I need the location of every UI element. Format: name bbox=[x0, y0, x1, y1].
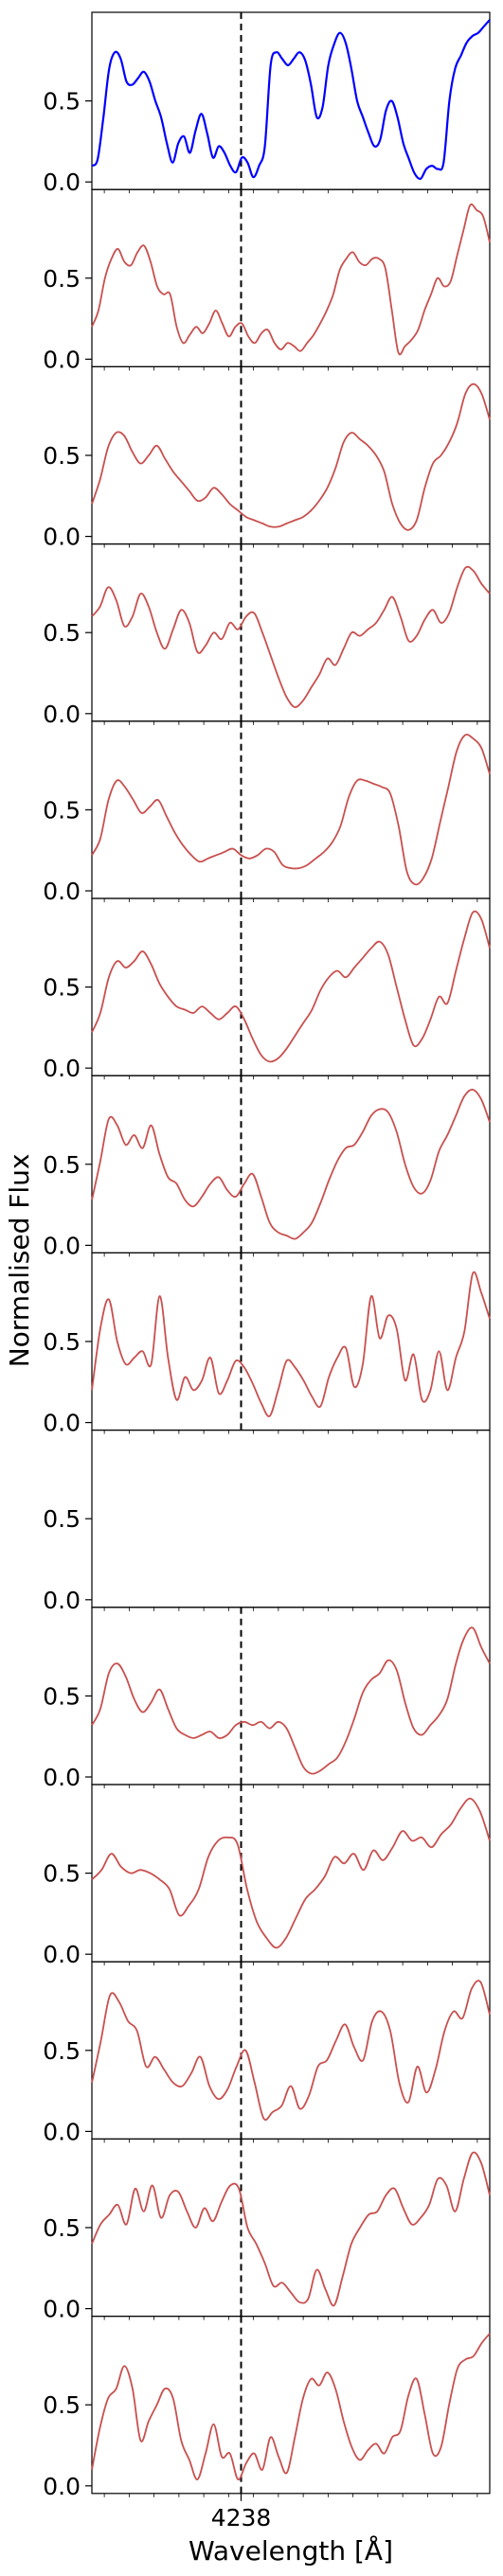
panel-frame bbox=[91, 365, 491, 545]
y-tick-label: 0.0 bbox=[43, 1410, 81, 1437]
panel-frame bbox=[91, 2316, 491, 2495]
panel-frame bbox=[91, 1961, 491, 2140]
panel-10: 0.0 0.5 bbox=[43, 1607, 491, 1791]
y-tick-label: 0.5 bbox=[43, 1505, 81, 1533]
spectrum-line bbox=[91, 1626, 491, 1775]
y-tick-label: 0.5 bbox=[43, 1860, 81, 1888]
y-tick-label: 0.0 bbox=[43, 524, 81, 551]
panel-4: 0.0 0.5 bbox=[43, 542, 491, 728]
spectrum-line bbox=[91, 1980, 491, 2121]
y-tick-label: 0.5 bbox=[43, 88, 81, 115]
spectrum-line bbox=[91, 19, 491, 181]
panel-6: 0.0 0.5 bbox=[43, 897, 491, 1082]
y-tick-label: 0.5 bbox=[43, 442, 81, 470]
panel-frame bbox=[91, 542, 491, 722]
panel-14: 0.0 0.5 bbox=[43, 2316, 491, 2500]
spectrum-line bbox=[91, 1089, 491, 1240]
panel-12: 0.0 0.5 bbox=[43, 1961, 491, 2145]
y-tick-label: 0.5 bbox=[43, 2391, 81, 2419]
spectrum-line bbox=[91, 203, 491, 356]
y-tick-label: 0.0 bbox=[43, 1764, 81, 1791]
y-tick-label: 0.5 bbox=[43, 1682, 81, 1710]
y-tick-label: 0.0 bbox=[43, 2473, 81, 2500]
panel-frame bbox=[91, 188, 491, 367]
y-tick-label: 0.0 bbox=[43, 169, 81, 196]
spectrum-line bbox=[91, 2333, 491, 2480]
spectrum-line bbox=[91, 565, 491, 708]
panels-group: 0.00.50.00.50.00.50.00.50.00.50.00.50.00… bbox=[43, 11, 491, 2501]
spectrum-line bbox=[91, 1270, 491, 1417]
y-tick-label: 0.5 bbox=[43, 2037, 81, 2065]
y-tick-label: 0.5 bbox=[43, 974, 81, 1002]
panel-11: 0.0 0.5 bbox=[43, 1784, 491, 1968]
y-tick-label: 0.0 bbox=[43, 2296, 81, 2323]
y-tick-label: 0.0 bbox=[43, 878, 81, 905]
panel-8: 0.0 0.5 bbox=[43, 1252, 491, 1437]
panel-frame bbox=[91, 1429, 491, 1608]
spectrum-line bbox=[91, 382, 491, 531]
x-axis: 4238 Wavelength [Å] bbox=[189, 2504, 393, 2567]
y-tick-label: 0.5 bbox=[43, 619, 81, 647]
y-tick-label: 0.0 bbox=[43, 1941, 81, 1968]
panel-2: 0.0 0.5 bbox=[43, 188, 491, 373]
x-tick-label: 4238 bbox=[211, 2504, 272, 2532]
panel-9: 0.0 0.5 bbox=[43, 1429, 491, 1614]
y-tick-label: 0.5 bbox=[43, 265, 81, 293]
y-tick-label: 0.5 bbox=[43, 796, 81, 824]
panel-frame bbox=[91, 1252, 491, 1431]
panel-5: 0.0 0.5 bbox=[43, 720, 491, 905]
y-tick-label: 0.0 bbox=[43, 1232, 81, 1259]
spectrum-line bbox=[91, 910, 491, 1063]
panel-3: 0.0 0.5 bbox=[43, 365, 491, 551]
y-tick-label: 0.0 bbox=[43, 2118, 81, 2145]
panel-frame bbox=[91, 2138, 491, 2318]
y-tick-label: 0.0 bbox=[43, 701, 81, 728]
y-tick-label: 0.0 bbox=[43, 1587, 81, 1614]
panel-13: 0.0 0.5 bbox=[43, 2138, 491, 2323]
spectrum-line bbox=[91, 2151, 491, 2307]
y-tick-label: 0.0 bbox=[43, 346, 81, 373]
panel-7: 0.0 0.5 bbox=[43, 1075, 491, 1259]
y-tick-label: 0.0 bbox=[43, 1055, 81, 1082]
panel-frame bbox=[91, 11, 491, 190]
panel-1: 0.0 0.5 bbox=[43, 11, 491, 196]
y-tick-label: 0.5 bbox=[43, 2214, 81, 2242]
panel-frame bbox=[91, 1607, 491, 1785]
y-tick-label: 0.5 bbox=[43, 1328, 81, 1356]
spectrum-line bbox=[91, 1797, 491, 1949]
x-axis-label: Wavelength [Å] bbox=[189, 2534, 393, 2567]
y-axis-label: Normalised Flux bbox=[4, 1154, 35, 1368]
panel-frame bbox=[91, 1075, 491, 1253]
panel-frame bbox=[91, 720, 491, 899]
y-tick-label: 0.5 bbox=[43, 1151, 81, 1179]
panel-frame bbox=[91, 897, 491, 1076]
spectrum-line bbox=[91, 734, 491, 886]
